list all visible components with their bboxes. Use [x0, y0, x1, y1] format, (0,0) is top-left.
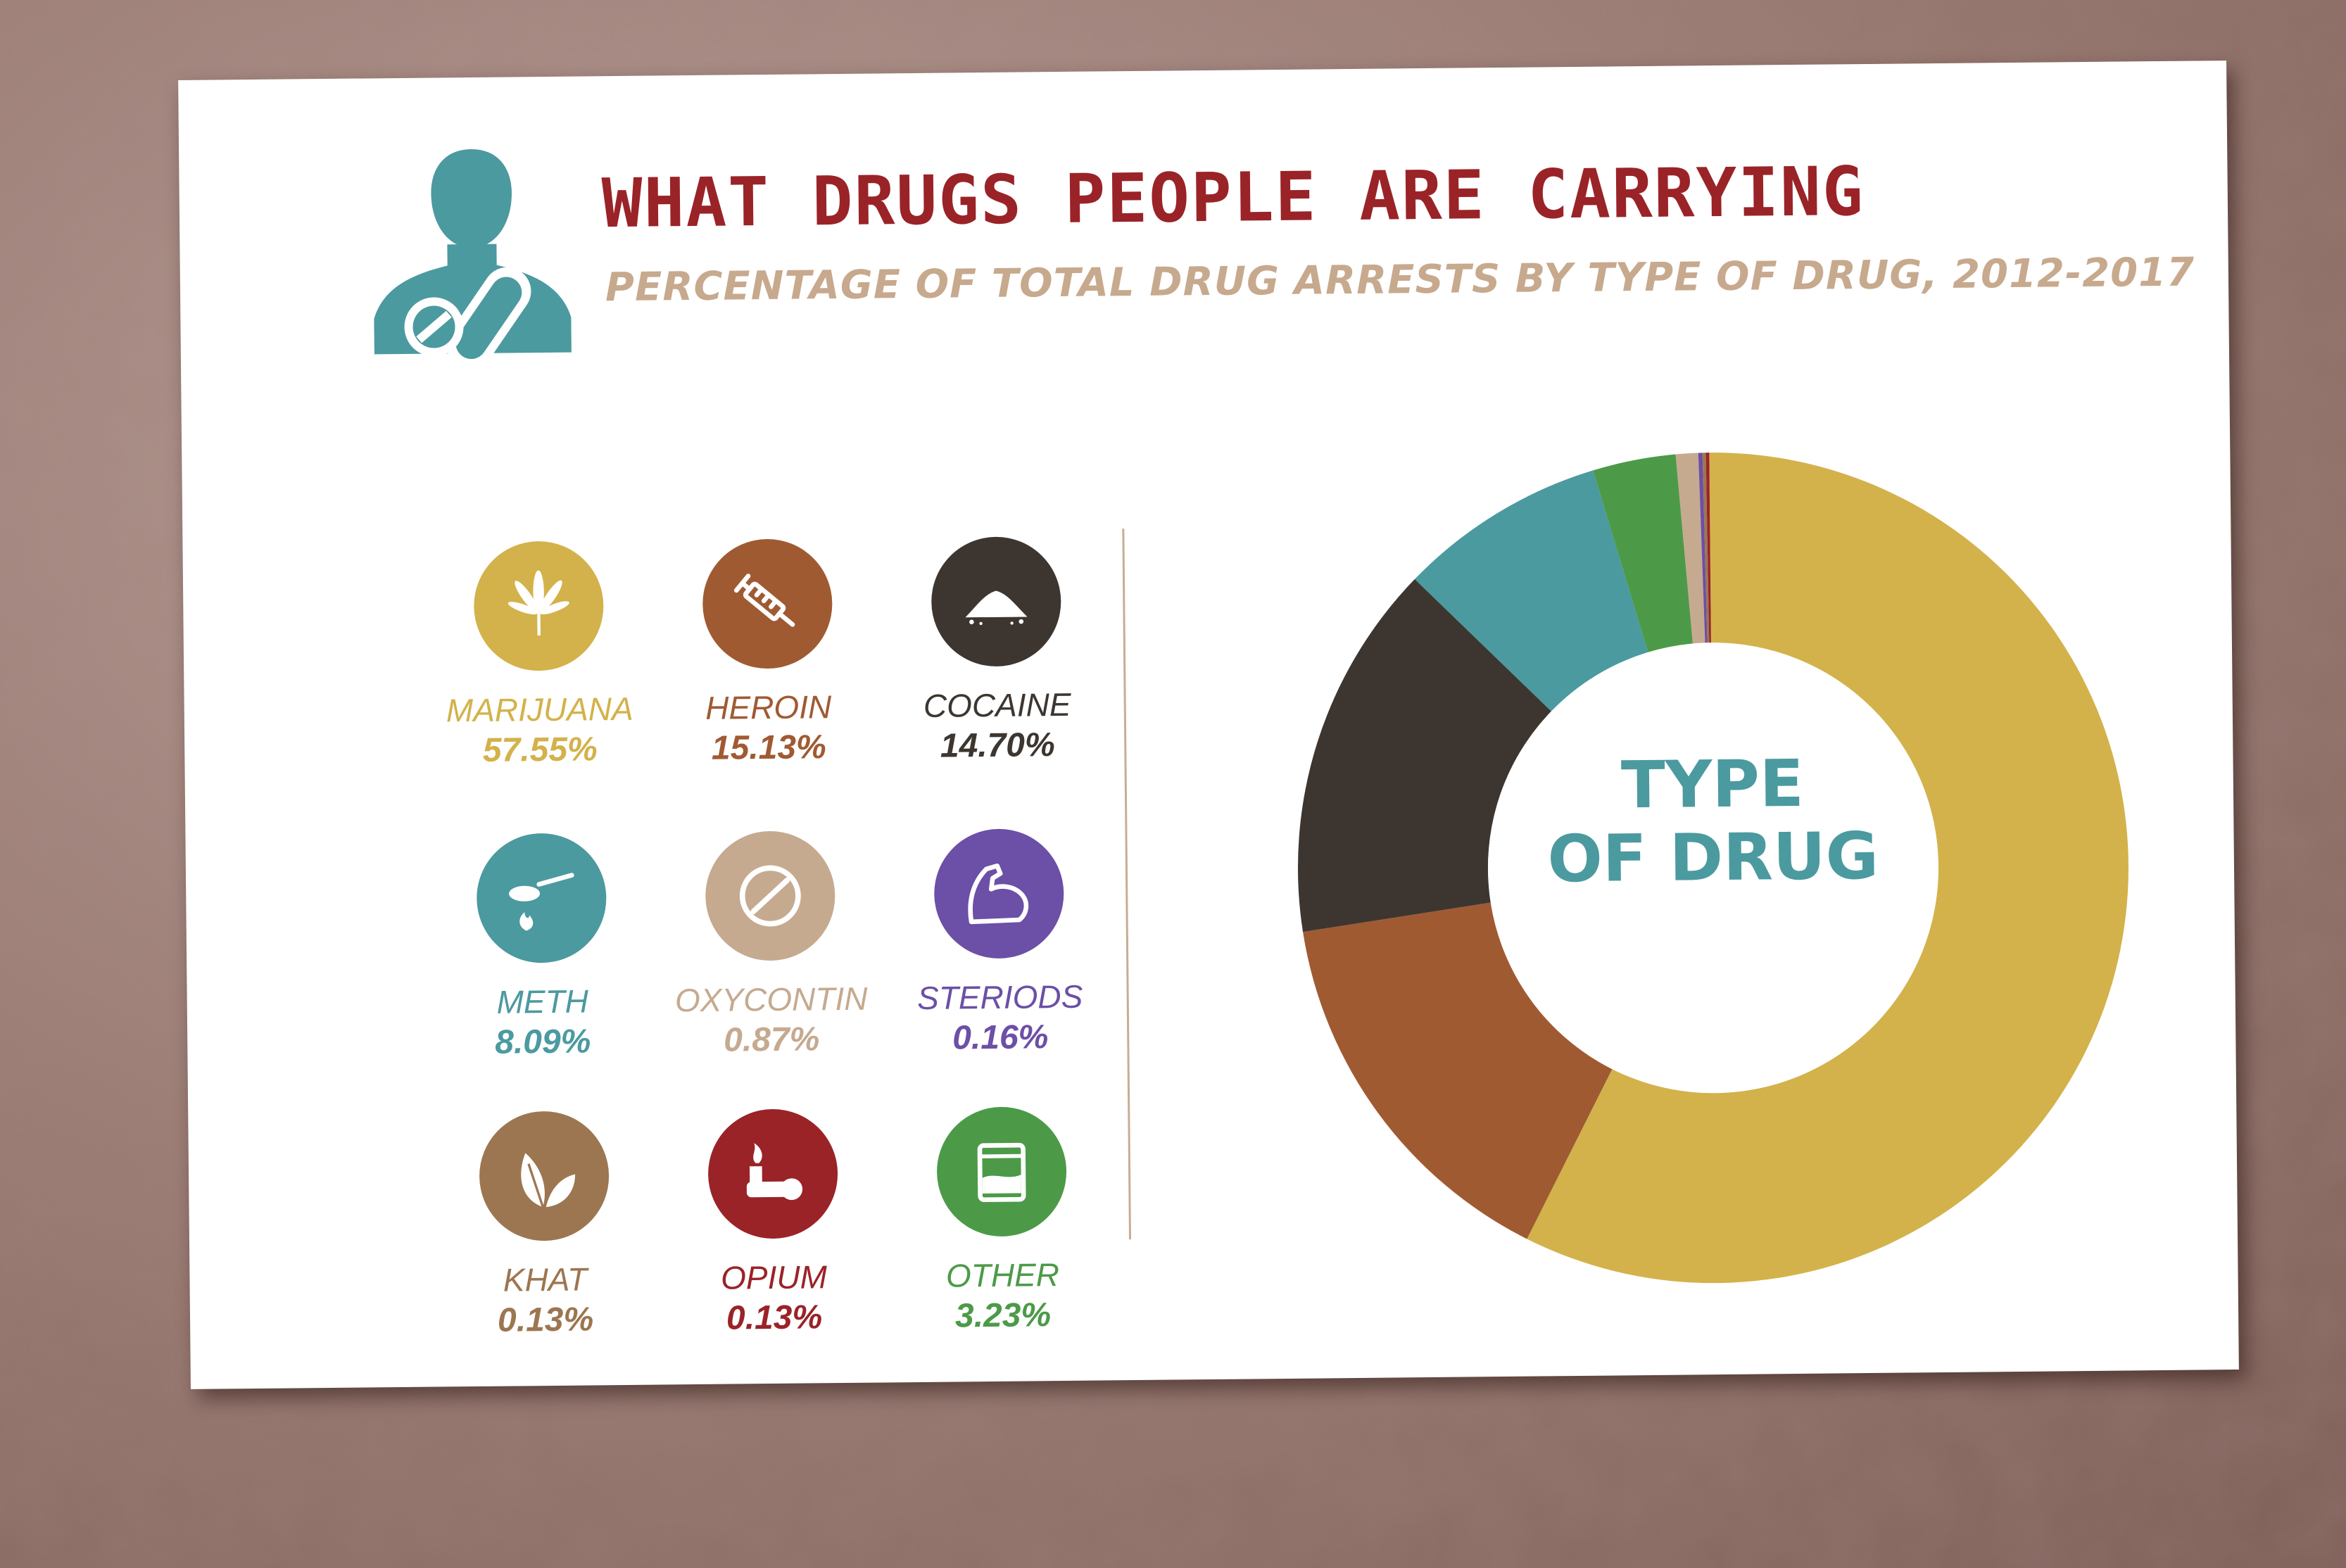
legend-label: OPIUM — [720, 1258, 828, 1296]
donut-slice-steriods — [1698, 453, 1708, 643]
donut-slice-khat — [1702, 453, 1710, 643]
legend-label: COCAINE — [923, 685, 1071, 724]
legend-percent: 0.13% — [726, 1298, 823, 1337]
legend-percent: 57.55% — [482, 731, 598, 769]
legend-item-opium: OPIUM 0.13% — [660, 1108, 887, 1339]
donut-chart — [1298, 453, 2129, 1284]
powder-pile-icon — [965, 590, 1028, 626]
legend-label: HEROIN — [705, 688, 832, 726]
spoon-flame-icon — [509, 873, 574, 931]
legend-item-marijuana: MARIJUANA 57.55% — [425, 540, 652, 772]
cannabis-leaf-icon — [507, 570, 569, 636]
legend-label: KHAT — [503, 1260, 588, 1298]
legend-label: METH — [496, 982, 589, 1020]
page-title: WHAT DRUGS PEOPLE ARE CARRYING — [601, 152, 1865, 244]
legend-label: STERIODS — [916, 978, 1083, 1016]
legend-percent: 14.70% — [940, 726, 1055, 765]
center-label-line-2: OF DRUG — [1547, 818, 1879, 897]
baggie-icon — [977, 1142, 1026, 1202]
legend-item-khat: KHAT 0.13% — [431, 1111, 658, 1342]
legend-percent: 15.13% — [711, 728, 826, 767]
opium-pipe-icon — [746, 1143, 803, 1201]
donut-slice-other — [1593, 454, 1694, 652]
legend-label: MARIJUANA — [446, 690, 633, 729]
legend-percent: 3.23% — [954, 1296, 1052, 1335]
pill-icon — [739, 865, 801, 927]
meth-circle — [476, 833, 607, 963]
donut-slice-meth — [1414, 470, 1648, 712]
person-with-pill-icon — [374, 149, 572, 369]
steriods-circle — [933, 828, 1065, 959]
donut-slice-heroin — [1303, 902, 1613, 1239]
legend-item-other: OTHER 3.23% — [888, 1106, 1116, 1337]
donut-slice-marijuana — [1527, 453, 2129, 1284]
legend-label: OTHER — [945, 1256, 1060, 1294]
donut-slice-oxycontin — [1675, 453, 1705, 644]
khat-circle — [479, 1111, 610, 1241]
legend-percent: 0.13% — [497, 1301, 594, 1339]
legend-percent: 0.16% — [952, 1018, 1049, 1057]
donut-slice-cocaine — [1298, 578, 1551, 932]
cocaine-circle — [931, 536, 1062, 667]
vertical-divider — [1122, 529, 1132, 1240]
center-label-line-1: TYPE — [1620, 745, 1805, 823]
oxycontin-circle — [705, 830, 836, 961]
heroin-circle — [702, 538, 833, 669]
legend-item-steriods: STERIODS 0.16% — [885, 828, 1113, 1059]
page-subtitle: PERCENTAGE OF TOTAL DRUG ARRESTS BY TYPE… — [605, 249, 2195, 311]
donut-center-label: TYPE OF DRUG — [1430, 745, 1995, 897]
other-circle — [936, 1106, 1067, 1237]
legend-percent: 8.09% — [494, 1023, 591, 1061]
legend-item-oxycontin: OXYCONTIN 0.87% — [657, 830, 884, 1061]
legend-item-heroin: HEROIN 15.13% — [654, 538, 881, 769]
opium-circle — [707, 1108, 838, 1239]
legend-percent: 0.87% — [723, 1020, 820, 1059]
infographic-card: WHAT DRUGS PEOPLE ARE CARRYING PERCENTAG… — [178, 61, 2239, 1389]
legend-item-cocaine: COCAINE 14.70% — [883, 536, 1110, 767]
leaves-icon — [521, 1153, 576, 1208]
legend-label: OXYCONTIN — [674, 980, 868, 1019]
flexed-arm-icon — [968, 863, 1029, 925]
marijuana-circle — [473, 540, 605, 672]
syringe-icon — [733, 574, 795, 627]
legend-item-meth: METH 8.09% — [428, 833, 655, 1064]
donut-hole — [1487, 643, 1938, 1094]
donut-slice-opium — [1705, 453, 1711, 643]
